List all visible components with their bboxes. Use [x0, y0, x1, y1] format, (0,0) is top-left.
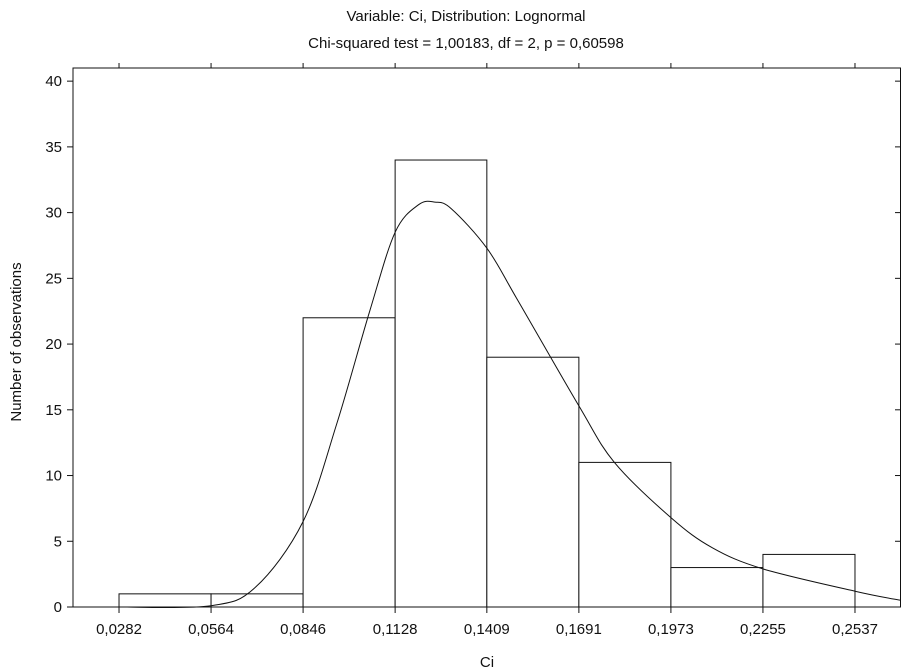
- x-tick-label: 0,0564: [188, 621, 234, 638]
- lognormal-fit-curve: [118, 200, 901, 609]
- y-tick-label: 10: [45, 468, 62, 485]
- histogram-bar-6: [578, 461, 672, 608]
- histogram-bar-2: [210, 593, 304, 608]
- x-tick-label: 0,1409: [464, 621, 510, 638]
- x-tick-label: 0,0282: [96, 621, 142, 638]
- x-tick-label: 0,1128: [373, 621, 418, 638]
- histogram-bar-7: [670, 567, 764, 608]
- y-tick-label: 35: [45, 139, 62, 156]
- bars-group: [118, 159, 856, 608]
- histogram-bar-5: [486, 356, 580, 608]
- x-axis-label: Ci: [480, 654, 494, 671]
- y-tick-label: 0: [54, 599, 62, 616]
- x-axis-ticks: 0,0282 0,0564 0,0846 0,1128 0,1409 0,1691 0,19…: [96, 63, 878, 638]
- x-tick-label: 0,1973: [648, 621, 694, 638]
- y-tick-label: 20: [45, 336, 62, 353]
- y-axis-ticks: 0 5 10 15 20 25 30 35 40: [45, 73, 900, 616]
- histogram-bar-1: [118, 593, 212, 608]
- x-tick-label: 0,0846: [280, 621, 326, 638]
- y-tick-label: 30: [45, 205, 62, 222]
- chart-title: Variable: Ci, Distribution: Lognormal: [347, 8, 586, 25]
- y-tick-label: 25: [45, 270, 62, 287]
- y-tick-label: 15: [45, 402, 62, 419]
- chart-subtitle: Chi-squared test = 1,00183, df = 2, p = …: [308, 35, 624, 52]
- y-tick-label: 5: [54, 533, 62, 550]
- x-tick-label: 0,1691: [556, 621, 602, 638]
- y-axis-label: Number of observations: [8, 262, 25, 421]
- x-tick-label: 0,2537: [832, 621, 878, 638]
- y-tick-label: 40: [45, 73, 62, 90]
- x-tick-label: 0,2255: [740, 621, 786, 638]
- histogram-bar-4: [394, 159, 488, 608]
- histogram-bar-3: [302, 317, 396, 608]
